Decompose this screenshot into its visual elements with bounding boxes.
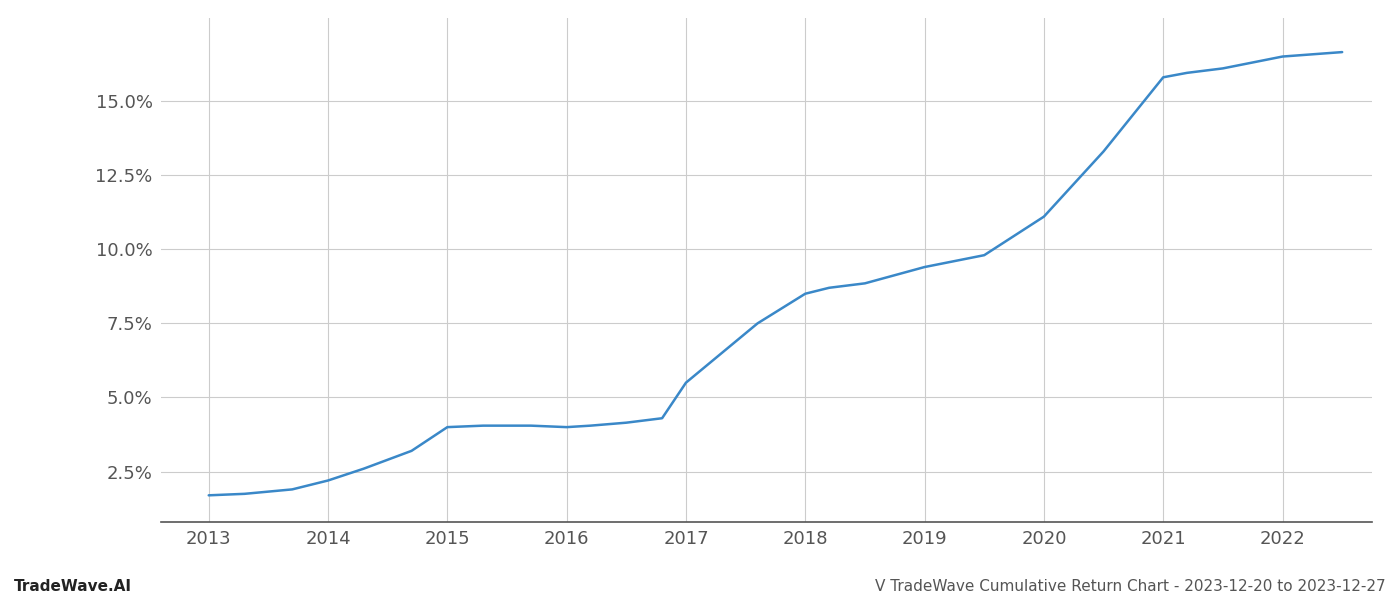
- Text: TradeWave.AI: TradeWave.AI: [14, 579, 132, 594]
- Text: V TradeWave Cumulative Return Chart - 2023-12-20 to 2023-12-27: V TradeWave Cumulative Return Chart - 20…: [875, 579, 1386, 594]
